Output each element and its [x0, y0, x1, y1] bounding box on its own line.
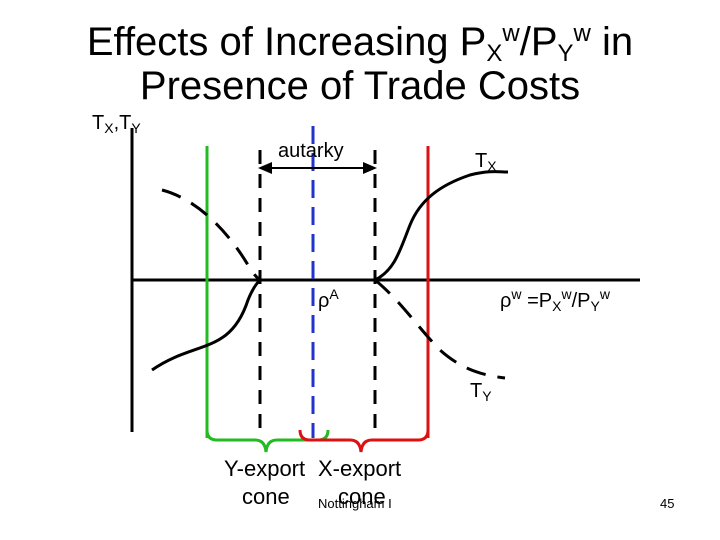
- autarky-label: autarky: [278, 140, 344, 162]
- tx-label: TX: [475, 150, 497, 174]
- page-number: 45: [660, 496, 675, 511]
- slide-title: Effects of Increasing PXw/PYw in Presenc…: [0, 20, 720, 108]
- y-export-cone-label: cone: [242, 484, 290, 509]
- title-line-1: Effects of Increasing PXw/PYw in: [86, 20, 634, 67]
- x-export-cone-label: cone: [338, 484, 386, 509]
- tx-curve-left: [151, 278, 262, 372]
- world-price-label: ρw =PXw/PYw: [500, 286, 610, 314]
- footer-source: Nottingham I: [318, 496, 392, 511]
- x-export-brace: [298, 429, 430, 453]
- ty-label: TY: [470, 380, 492, 404]
- y-export-label: Y-export: [224, 456, 306, 481]
- x-export-label: X-export: [318, 456, 402, 481]
- autarky-price-label: ρA: [318, 286, 339, 312]
- arrow-head-right: [363, 162, 377, 174]
- y-axis-label: TX,TY: [92, 112, 141, 136]
- arrow-head-left: [258, 162, 272, 174]
- title-line-2: Presence of Trade Costs: [139, 64, 581, 108]
- ty-curve-right: [374, 278, 506, 380]
- tx-curve-right: [374, 170, 509, 282]
- ty-curve-left: [161, 188, 261, 282]
